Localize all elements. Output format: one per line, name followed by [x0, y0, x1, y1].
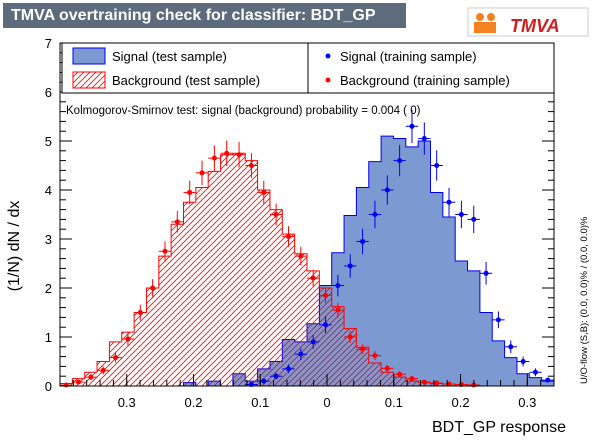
background-train-point	[113, 355, 119, 361]
background-train-point	[434, 380, 440, 386]
background-train-point	[310, 275, 316, 281]
background-train-point	[76, 379, 82, 385]
logo-dot-icon	[487, 13, 495, 21]
background-train-point	[211, 155, 217, 161]
x-axis-label: BDT_GP response	[432, 419, 566, 436]
signal-train-point	[532, 369, 538, 375]
legend-background-test-swatch	[72, 71, 106, 89]
legend-signal-test-label: Signal (test sample)	[112, 49, 227, 64]
background-train-point	[150, 285, 156, 291]
y-tick-label: 5	[45, 134, 52, 149]
tmva-logo: TMVA	[467, 7, 589, 37]
y-axis-label: (1/N) dN / dx	[6, 201, 23, 292]
legend-background-test-label: Background (test sample)	[112, 73, 260, 88]
y-tick-label: 1	[45, 330, 52, 345]
signal-train-point	[360, 238, 366, 244]
background-train-point	[236, 152, 242, 158]
signal-train-point	[520, 359, 526, 364]
background-train-point	[372, 353, 378, 359]
logo-block-icon	[474, 22, 496, 33]
signal-train-point	[323, 322, 329, 328]
logo-dot-icon	[476, 13, 484, 21]
background-train-point	[409, 376, 415, 382]
background-train-point	[360, 346, 366, 352]
overflow-text: U/O-flow (S,B): (0.0, 0.0)% / (0.0, 0.0)…	[579, 216, 590, 384]
signal-train-point	[261, 378, 267, 384]
x-tick-label: 0.1	[251, 395, 269, 410]
y-tick-label: 0	[45, 379, 52, 394]
background-train-point	[125, 336, 131, 342]
background-train-point	[335, 307, 341, 313]
background-train-point	[63, 382, 69, 388]
background-train-point	[224, 150, 230, 156]
background-train-point	[174, 219, 180, 225]
legend-signal-test-swatch	[72, 47, 106, 65]
signal-train-point	[397, 158, 403, 164]
signal-train-point	[471, 216, 477, 222]
ks-test-text: Kolmogorov-Smirnov test: signal (backgro…	[66, 105, 421, 117]
y-tick-label: 4	[45, 183, 52, 198]
legend-box-right	[307, 42, 555, 94]
background-train-point	[261, 189, 267, 195]
legend-signal-train-label: Signal (training sample)	[340, 49, 477, 64]
legend-background-train-marker	[325, 77, 331, 83]
background-train-point	[421, 379, 427, 385]
background-train-point	[88, 374, 94, 380]
x-tick-label: 0.2	[184, 395, 202, 410]
x-tick-label: 0.2	[452, 395, 470, 410]
signal-train-point	[508, 344, 514, 350]
signal-train-point	[335, 283, 341, 289]
background-train-point	[199, 170, 205, 176]
background-train-point	[323, 292, 329, 298]
background-train-point	[248, 163, 254, 168]
background-train-point	[446, 381, 452, 387]
signal-train-point	[483, 270, 489, 276]
background-train-point	[285, 234, 291, 240]
x-tick-label: 0.3	[118, 395, 136, 410]
background-train-point	[273, 212, 279, 217]
signal-train-point	[310, 339, 316, 345]
signal-train-point	[372, 212, 378, 217]
background-train-point	[384, 365, 390, 371]
signal-train-point	[545, 377, 551, 383]
signal-train-point	[434, 163, 440, 168]
background-train-point	[187, 189, 193, 195]
legend-signal-train-marker	[325, 53, 331, 59]
y-tick-label: 2	[45, 281, 52, 296]
signal-train-point	[446, 199, 452, 205]
y-tick-label: 3	[45, 232, 52, 247]
window-title: TMVA overtraining check for classifier: …	[3, 3, 406, 28]
signal-train-point	[458, 212, 464, 217]
signal-train-point	[298, 351, 304, 357]
legend: Signal (test sample) Background (test sa…	[61, 42, 555, 94]
x-tick-label: 0.1	[385, 395, 403, 410]
signal-train-point	[409, 123, 415, 129]
background-train-point	[397, 371, 403, 377]
signal-train-point	[384, 187, 390, 193]
y-tick-label: 6	[45, 85, 52, 100]
background-train-point	[100, 367, 106, 373]
x-tick-label: 0	[323, 395, 330, 410]
y-tick-label: 7	[45, 36, 52, 51]
signal-train-point	[347, 263, 353, 269]
background-train-point	[347, 334, 353, 340]
logo-text: TMVA	[510, 16, 560, 36]
x-tick-label: 0.3	[518, 395, 536, 410]
legend-background-train-label: Background (training sample)	[340, 73, 510, 88]
background-train-point	[162, 248, 168, 254]
signal-train-point	[495, 317, 501, 323]
signal-train-point	[285, 366, 291, 372]
background-train-point	[298, 253, 304, 259]
signal-train-point	[421, 136, 427, 142]
signal-train-point	[273, 373, 279, 379]
background-train-point	[137, 310, 143, 315]
